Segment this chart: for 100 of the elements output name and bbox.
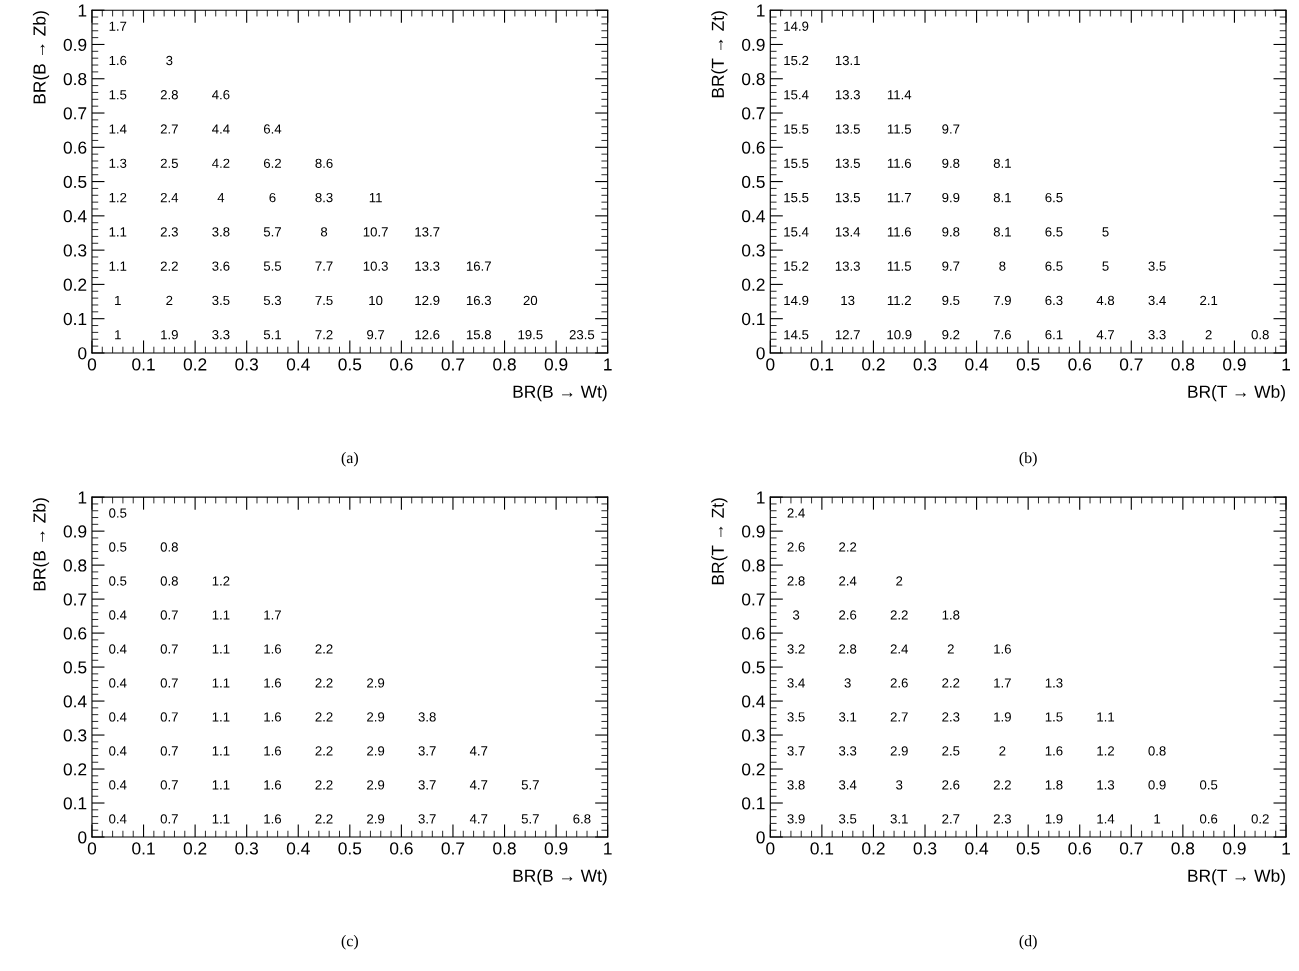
data-label: 3.2 — [787, 644, 805, 654]
x-tick-label: 0.1 — [132, 358, 155, 371]
data-label: 4 — [217, 193, 225, 203]
data-label: 20 — [523, 295, 538, 306]
x-tick-label: 0.1 — [810, 358, 834, 371]
data-label: 2.4 — [890, 644, 909, 654]
data-label: 5 — [1102, 261, 1109, 271]
data-label: 1.3 — [1097, 780, 1115, 790]
y-tick-label: 0.3 — [741, 729, 765, 742]
data-label: 8.1 — [993, 227, 1011, 237]
data-label: 2.7 — [942, 814, 960, 824]
y-tick-label: 0 — [756, 831, 765, 844]
x-tick-label: 0.4 — [286, 842, 310, 855]
data-label: 0.8 — [1148, 746, 1166, 756]
data-label: 1.9 — [1045, 814, 1063, 824]
x-tick-label: 0.4 — [965, 358, 989, 371]
data-label: 5.7 — [521, 814, 539, 824]
x-tick-label: 0 — [87, 358, 97, 371]
data-label: 4.7 — [469, 780, 488, 790]
data-label: 11 — [369, 193, 382, 203]
data-label: 6 — [269, 192, 276, 203]
x-tick-label: 0.5 — [1016, 842, 1040, 855]
x-axis-title: BR(T → Wb) — [1188, 869, 1285, 886]
data-label: 1.1 — [212, 814, 230, 824]
y-tick-label: 0.2 — [741, 278, 765, 291]
y-tick-label: 0.1 — [63, 312, 87, 326]
data-label: 8 — [999, 261, 1006, 271]
x-tick-label: 0.3 — [235, 358, 258, 371]
data-label: 8.1 — [993, 192, 1011, 203]
x-tick-label: 0.6 — [390, 358, 413, 371]
data-label: 7.9 — [993, 295, 1011, 306]
text: (c) — [341, 935, 358, 950]
data-label: 15.2 — [784, 55, 809, 66]
data-label: 1.1 — [212, 712, 230, 722]
data-label: 9.5 — [942, 295, 960, 306]
y-tick-label: 1 — [78, 4, 87, 17]
data-label: 3.8 — [212, 227, 230, 237]
text: (d) — [1019, 935, 1037, 950]
data-label: 3.1 — [890, 814, 908, 824]
data-label: 1.8 — [942, 610, 960, 620]
data-label: 1.1 — [212, 780, 230, 790]
data-label: 11.5 — [887, 124, 912, 134]
data-label: 3 — [896, 780, 903, 790]
data-label: 2 — [1205, 330, 1212, 340]
text: (a) — [341, 451, 358, 467]
data-label: 2.9 — [367, 678, 385, 688]
x-tick-label: 0.9 — [544, 842, 568, 855]
data-label: 15.4 — [784, 90, 809, 100]
data-label: 14.5 — [784, 330, 809, 340]
data-label: 5 — [1102, 227, 1109, 237]
data-label: 4.7 — [469, 814, 488, 824]
data-label: 3.5 — [787, 712, 805, 722]
data-label: 13.5 — [835, 192, 860, 203]
data-label: 1.2 — [109, 192, 127, 203]
data-label: 6.5 — [1045, 227, 1063, 237]
data-label: 1.9 — [994, 712, 1011, 722]
data-label: 3.5 — [212, 295, 230, 306]
data-label: 15.8 — [466, 330, 492, 340]
y-tick-label: 0.6 — [741, 141, 765, 154]
data-label: 2.2 — [839, 542, 857, 552]
data-label: 1.1 — [109, 261, 127, 271]
x-tick-label: 0.8 — [1171, 842, 1195, 855]
data-label: 1.7 — [264, 610, 281, 620]
y-tick-label: 0.2 — [741, 763, 765, 776]
data-label: 9.7 — [367, 330, 385, 340]
data-label: 7.5 — [315, 295, 333, 306]
data-label: 15.5 — [784, 158, 809, 168]
data-label: 2.3 — [942, 712, 960, 722]
x-tick-label: 1 — [604, 358, 612, 371]
data-label: 1.2 — [212, 576, 230, 586]
data-label: 11.6 — [887, 227, 912, 237]
y-tick-label: 0.4 — [741, 695, 765, 708]
data-label: 3.7 — [418, 814, 436, 824]
y-tick-label: 0.9 — [63, 525, 87, 538]
data-label: 5.7 — [263, 227, 281, 237]
data-label: 3.5 — [1148, 261, 1166, 271]
x-tick-label: 0 — [766, 358, 775, 371]
y-tick-label: 0 — [78, 831, 87, 844]
x-tick-label: 0.2 — [862, 358, 885, 371]
x-tick-label: 0.7 — [441, 842, 465, 855]
data-label: 7.6 — [993, 330, 1011, 340]
data-label: 1.1 — [109, 227, 127, 237]
data-label: 0.4 — [109, 712, 127, 722]
y-tick-label: 0.9 — [63, 38, 87, 51]
data-label: 8.1 — [993, 158, 1011, 168]
data-label: 2.5 — [160, 158, 178, 168]
data-label: 11.5 — [887, 261, 912, 271]
data-label: 0.7 — [160, 644, 178, 654]
data-label: 0.4 — [109, 746, 127, 756]
data-label: 0.7 — [160, 678, 178, 688]
data-label: 6.8 — [573, 814, 591, 824]
data-label: 2.4 — [160, 192, 179, 203]
data-label: 3 — [166, 55, 173, 66]
data-label: 2.6 — [839, 610, 857, 620]
data-label: 0.5 — [109, 576, 127, 586]
y-tick-label: 0.3 — [63, 244, 87, 257]
data-label: 1.6 — [264, 746, 282, 756]
x-tick-label: 0.6 — [1068, 358, 1092, 371]
data-label: 1.6 — [264, 814, 282, 824]
data-label: 2.6 — [942, 780, 960, 790]
